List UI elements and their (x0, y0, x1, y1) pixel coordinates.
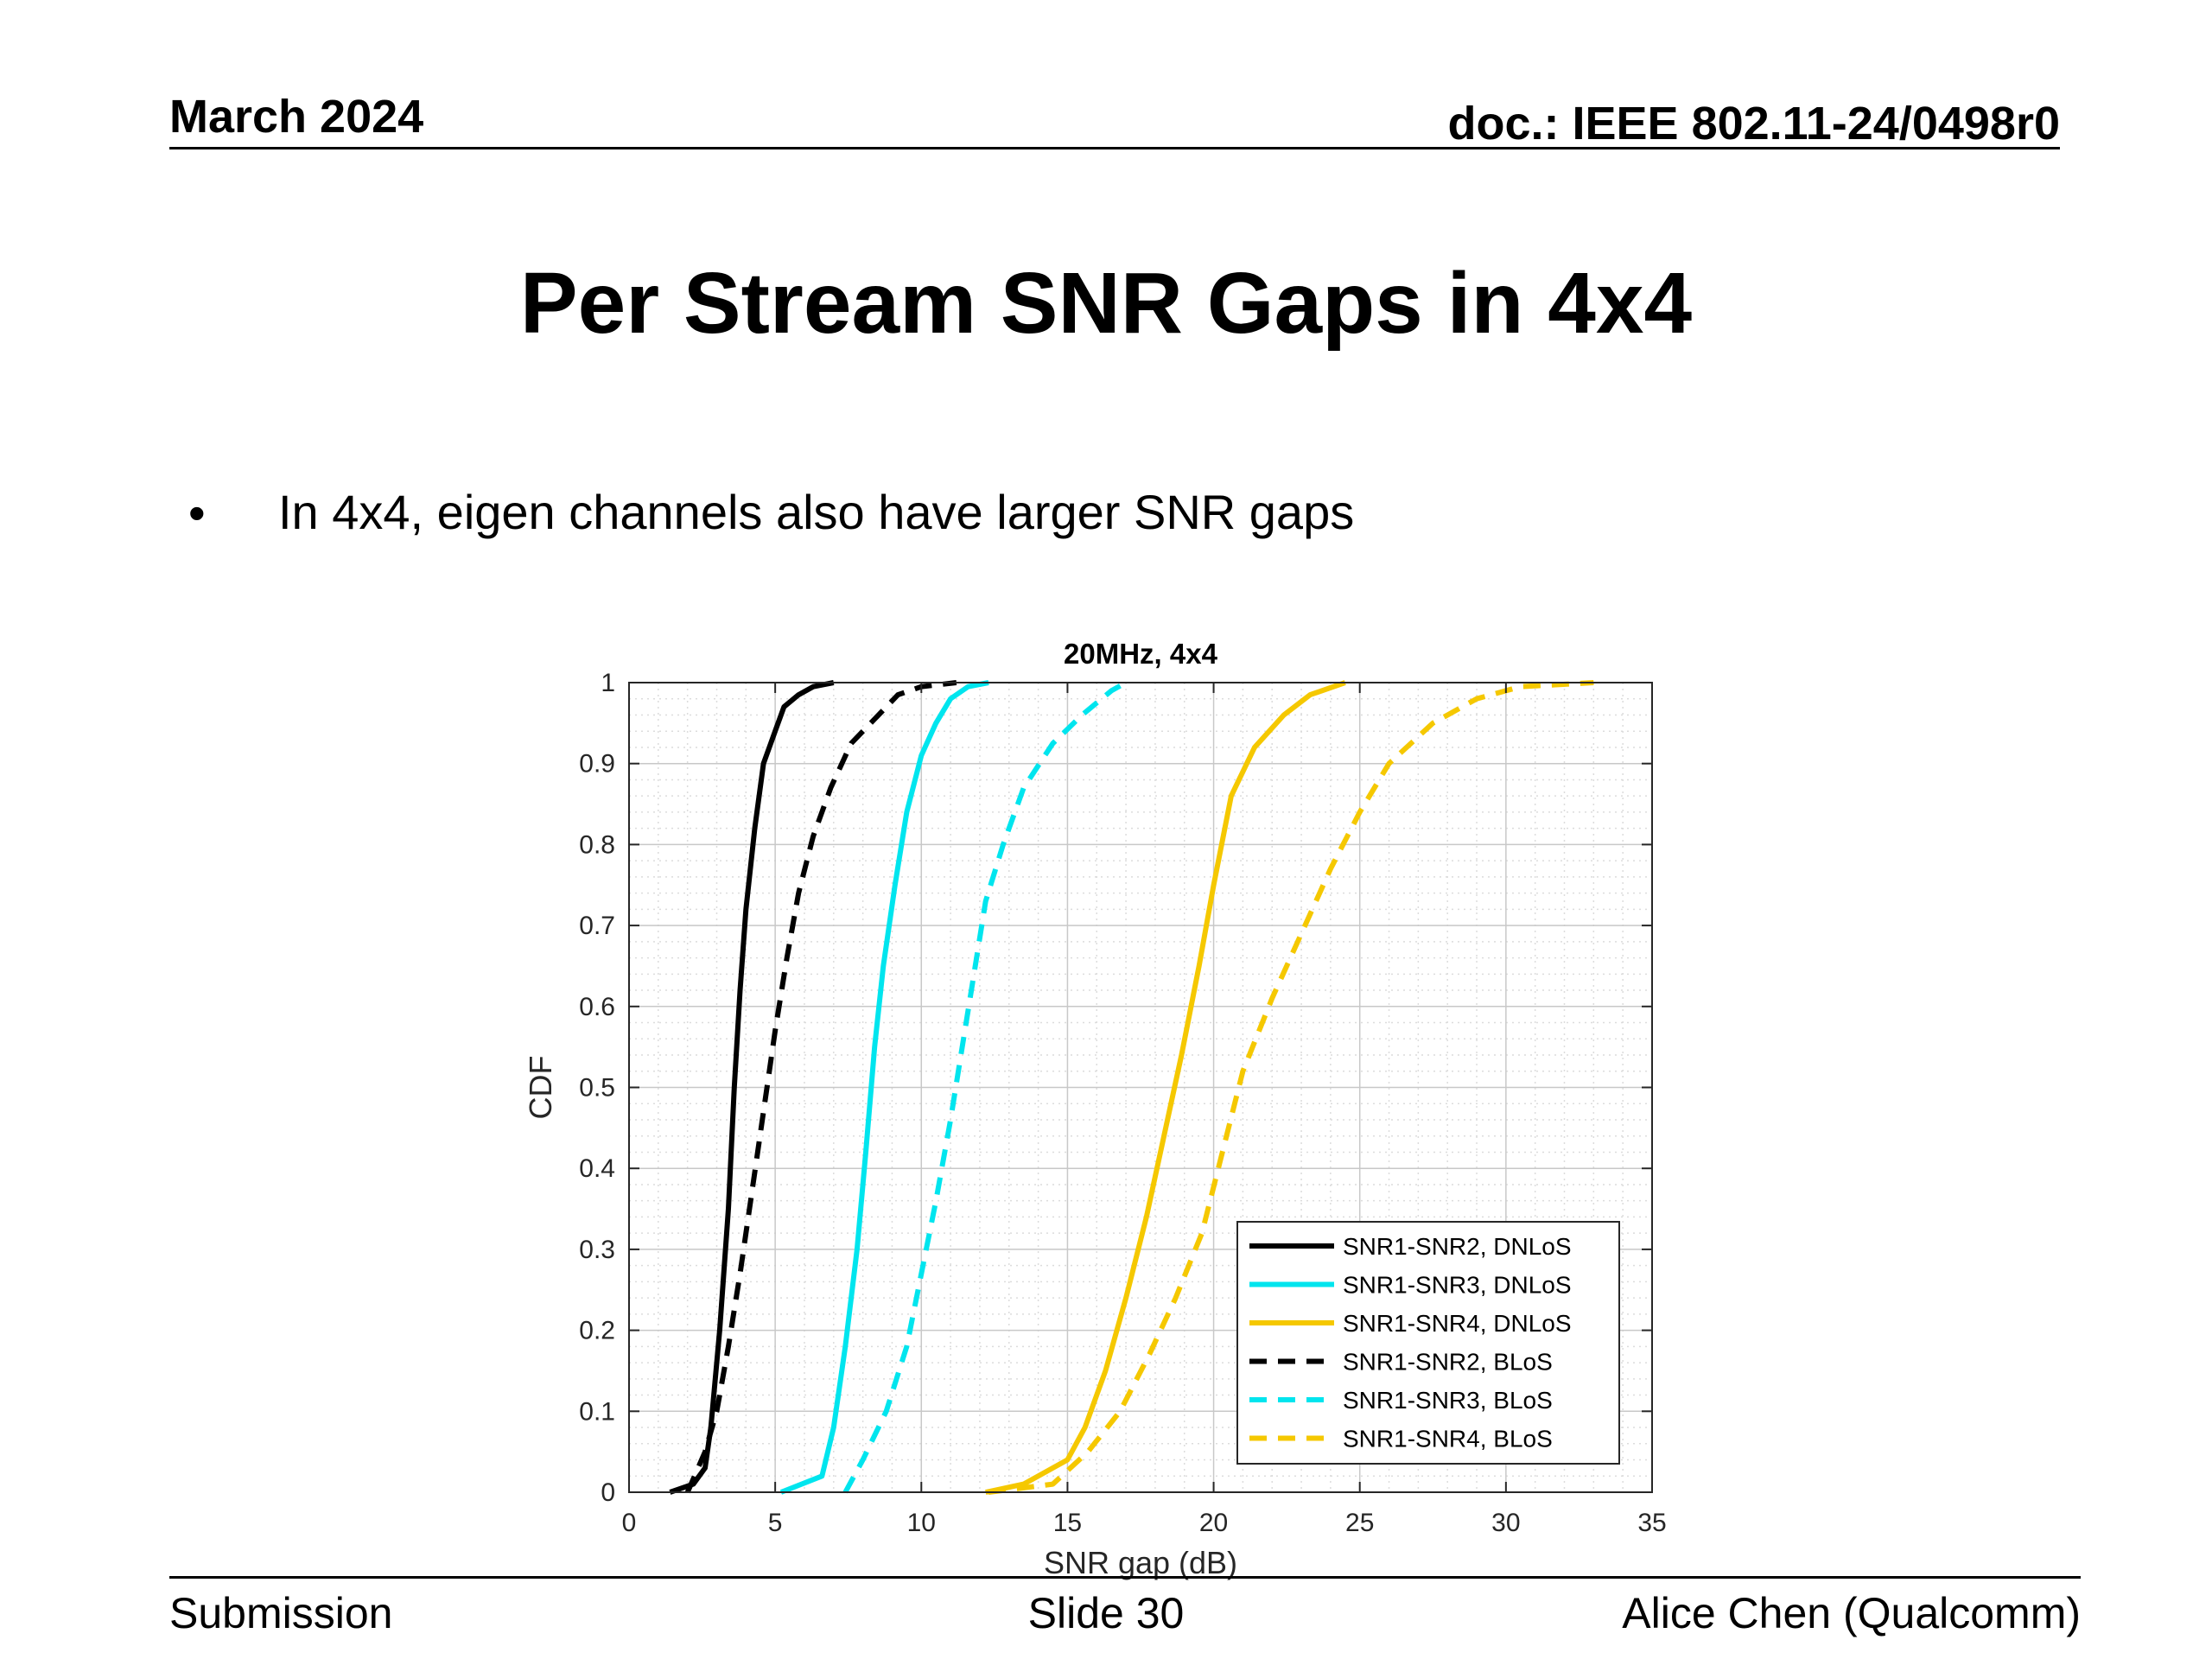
series-line-1 (669, 680, 835, 1495)
y-tick-label: 0.6 (579, 993, 615, 1021)
legend-label-5: SNR1-SNR3, BLoS (1343, 1387, 1553, 1414)
bullet-marker: • (188, 486, 206, 540)
series-line-3 (985, 680, 1346, 1495)
slide-title: Per Stream SNR Gaps in 4x4 (519, 255, 1693, 352)
y-tick-label: 0.7 (579, 912, 615, 940)
x-axis-label: SNR gap (dB) (1044, 1545, 1237, 1580)
y-tick-label: 0.5 (579, 1074, 615, 1103)
legend-label-3: SNR1-SNR4, DNLoS (1343, 1310, 1572, 1337)
chart-title: 20MHz, 4x4 (1064, 638, 1218, 670)
header-divider (169, 147, 2060, 149)
y-tick-label: 1 (601, 669, 615, 697)
header-doc-id: doc.: IEEE 802.11-24/0498r0 (1447, 98, 2060, 149)
footer-author: Alice Chen (Qualcomm) (1622, 1589, 2081, 1637)
y-tick-label: 0.4 (579, 1154, 615, 1183)
y-tick-label: 0.8 (579, 830, 615, 859)
x-tick-label: 25 (1345, 1509, 1374, 1537)
series-line-5 (842, 680, 1128, 1494)
bullet-text: In 4x4, eigen channels also have larger … (278, 485, 1355, 539)
legend-box (1236, 1221, 1620, 1465)
footer-divider (169, 1576, 2081, 1579)
x-tick-label: 30 (1491, 1509, 1520, 1537)
legend-label-6: SNR1-SNR4, BLoS (1343, 1426, 1553, 1452)
x-tick-label: 15 (1053, 1509, 1082, 1537)
y-tick-label: 0.3 (579, 1236, 615, 1264)
x-tick-label: 0 (622, 1509, 637, 1537)
series-line-2 (779, 680, 989, 1495)
legend-label-1: SNR1-SNR2, DNLoS (1343, 1233, 1572, 1260)
legend-label-4: SNR1-SNR2, BLoS (1343, 1349, 1553, 1376)
y-axis-label: CDF (523, 1056, 558, 1120)
y-tick-label: 0 (601, 1478, 615, 1507)
y-tick-label: 0.1 (579, 1397, 615, 1426)
x-tick-label: 35 (1637, 1509, 1666, 1537)
legend-label-2: SNR1-SNR3, DNLoS (1343, 1272, 1572, 1299)
footer-slide-number: Slide 30 (1027, 1589, 1185, 1637)
y-tick-label: 0.9 (579, 750, 615, 779)
footer-submission: Submission (169, 1589, 393, 1637)
x-tick-label: 5 (768, 1509, 783, 1537)
y-tick-label: 0.2 (579, 1317, 615, 1345)
series-line-4 (684, 680, 957, 1494)
header-date: March 2024 (169, 91, 424, 143)
x-tick-label: 10 (907, 1509, 936, 1537)
x-tick-label: 20 (1199, 1509, 1228, 1537)
series-line-6 (988, 680, 1594, 1495)
